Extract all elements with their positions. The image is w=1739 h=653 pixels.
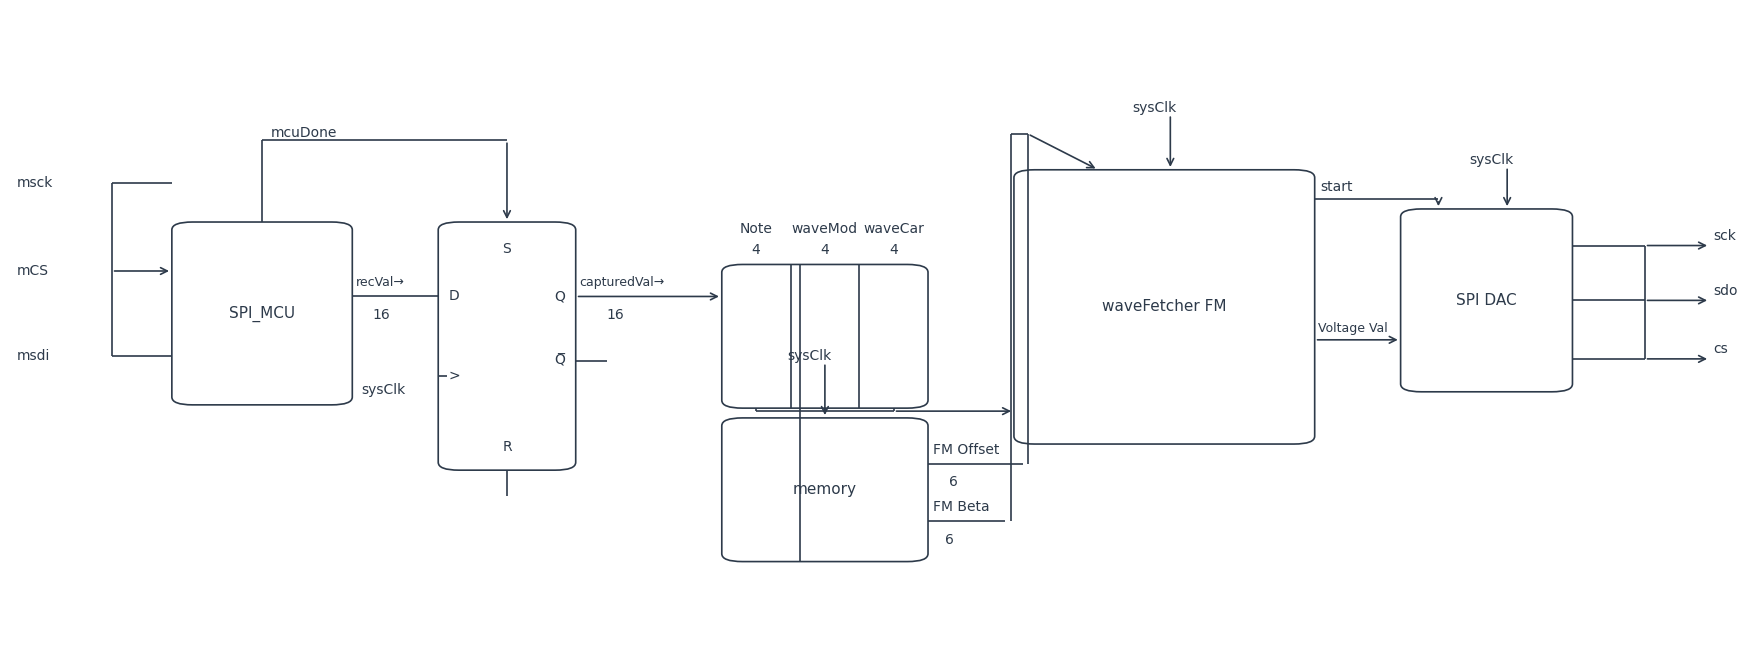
FancyBboxPatch shape xyxy=(722,264,929,408)
Text: FM Offset: FM Offset xyxy=(934,443,1000,456)
FancyBboxPatch shape xyxy=(438,222,576,470)
Text: 4: 4 xyxy=(751,243,760,257)
Text: 4: 4 xyxy=(889,243,897,257)
Text: R: R xyxy=(503,440,511,454)
Text: mCS: mCS xyxy=(17,264,49,278)
Text: 16: 16 xyxy=(607,308,624,322)
Text: cs: cs xyxy=(1713,342,1729,356)
Text: msdi: msdi xyxy=(17,349,50,363)
FancyBboxPatch shape xyxy=(1014,170,1315,444)
FancyBboxPatch shape xyxy=(722,418,929,562)
Text: 4: 4 xyxy=(821,243,830,257)
Text: sck: sck xyxy=(1713,229,1736,243)
Text: sysClk: sysClk xyxy=(788,349,831,363)
Text: start: start xyxy=(1320,180,1353,195)
Text: S: S xyxy=(503,242,511,255)
Text: >: > xyxy=(449,369,461,383)
Text: 6: 6 xyxy=(946,533,955,547)
Text: sysClk: sysClk xyxy=(362,383,405,397)
Text: Note: Note xyxy=(739,221,772,236)
FancyBboxPatch shape xyxy=(1400,209,1572,392)
Text: sysClk: sysClk xyxy=(1469,153,1513,167)
Text: waveCar: waveCar xyxy=(863,221,923,236)
Text: memory: memory xyxy=(793,483,857,497)
Text: waveMod: waveMod xyxy=(791,221,857,236)
Text: Q̅: Q̅ xyxy=(555,354,565,368)
Text: SPI_MCU: SPI_MCU xyxy=(230,306,296,321)
Text: recVal→: recVal→ xyxy=(356,276,405,289)
Text: 16: 16 xyxy=(372,308,391,322)
Text: FM Beta: FM Beta xyxy=(934,500,989,514)
FancyBboxPatch shape xyxy=(172,222,353,405)
Text: capturedVal→: capturedVal→ xyxy=(579,276,664,289)
Text: D: D xyxy=(449,289,459,304)
Text: mcuDone: mcuDone xyxy=(271,125,337,140)
Text: msck: msck xyxy=(17,176,54,190)
Text: sdo: sdo xyxy=(1713,283,1737,298)
Text: Voltage Val: Voltage Val xyxy=(1318,321,1388,334)
Text: waveFetcher FM: waveFetcher FM xyxy=(1103,300,1226,314)
Text: Q: Q xyxy=(555,289,565,304)
Text: sysClk: sysClk xyxy=(1132,101,1177,115)
Text: SPI DAC: SPI DAC xyxy=(1456,293,1516,308)
Text: 6: 6 xyxy=(949,475,958,489)
